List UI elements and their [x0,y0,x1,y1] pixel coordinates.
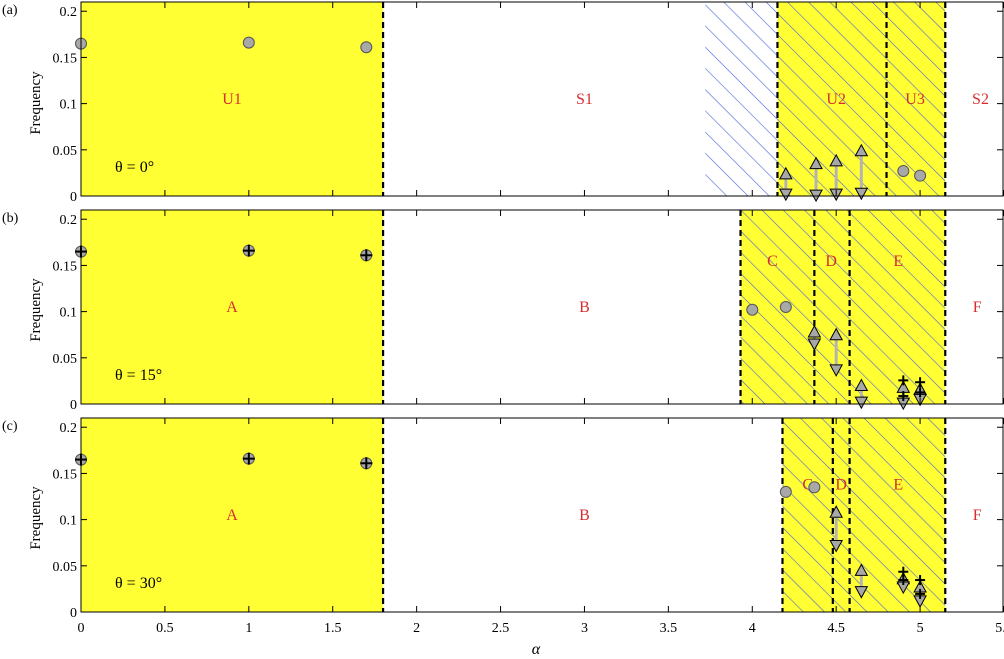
unstable-region [81,418,384,612]
x-tick-label: 2.5 [492,621,510,636]
region-label: U2 [826,91,846,108]
frequency-point [914,169,927,182]
unstable-region [81,2,384,196]
theta-annotation: θ = 30° [115,575,162,592]
hatched-region [814,210,850,404]
upper-frequency-marker [807,324,822,338]
x-tick-label: 5.5 [995,621,1004,636]
x-tick-label: 0 [78,621,85,636]
plot-area [81,210,947,404]
upper-frequency-marker [829,327,844,341]
y-tick-label: 0 [70,398,77,413]
hatched-region [705,2,778,196]
hatched-region [849,210,946,404]
panel-label: (c) [2,419,18,434]
x-tick-label: 0.5 [156,621,174,636]
frequency-point [897,165,910,178]
y-tick-label: 0 [70,190,77,205]
region-label: B [579,507,590,524]
chart-panel-b: A B C D E F 0 0.05 0.1 0.15 0.2 (b) θ = 15° [2,209,1004,413]
x-tick-label: 3.5 [660,621,678,636]
y-tick-label: 0.05 [53,352,78,367]
unstable-region [81,210,384,404]
y-axis-label: Frequency [28,71,44,135]
lower-frequency-marker [854,586,869,599]
lower-frequency-marker [829,539,844,553]
region-label: S1 [576,91,593,108]
region-label: U1 [222,91,242,108]
region-label: C [802,477,813,494]
y-axis-label: Frequency [28,486,44,550]
region-label: S2 [972,91,989,108]
upper-frequency-marker [809,156,823,170]
y-tick-label: 0.15 [53,51,78,66]
lower-frequency-marker [854,187,869,201]
x-tick-label: 2 [413,621,420,636]
frequency-point [746,303,759,316]
region-label: F [973,299,982,316]
y-tick-label: 0 [70,606,77,621]
frequency-point [808,481,821,494]
panel-label: (b) [2,211,19,226]
y-tick-label: 0.2 [60,421,78,436]
x-tick-label: 1 [245,621,252,636]
region-label: C [767,253,778,270]
chart-panel-c: A B C D E F 0 0.05 0.1 0.15 0.2 0 0.5 1 1.5 2 2.5 3 3.5 4 4.… [2,417,1004,636]
y-tick-label: 0.05 [53,560,78,575]
y-tick-label: 0.1 [60,98,78,113]
theta-annotation: θ = 0° [115,159,154,176]
x-tick-label: 5 [917,621,924,636]
region-label: E [893,477,903,494]
region-label: U3 [905,91,925,108]
upper-frequency-marker [854,143,869,157]
x-axis-label: α [532,641,541,658]
plot-area [81,418,947,612]
upper-frequency-marker [854,563,869,576]
region-label: F [973,507,982,524]
y-tick-label: 0.2 [60,5,78,20]
upper-frequency-marker [829,153,844,167]
lower-frequency-marker [829,364,844,377]
panel-label: (a) [2,3,18,18]
x-tick-label: 4 [749,621,756,636]
y-axis-label: Frequency [28,278,44,342]
y-tick-label: 0.1 [60,514,78,529]
y-tick-label: 0.15 [53,259,78,274]
chart-panel-a: U1 S1 U2 U3 S2 0 0.05 0.1 0.15 0.2 (a) θ = 0° [2,1,1004,205]
frequency-point [779,301,792,313]
x-tick-label: 3 [581,621,588,636]
y-tick-label: 0.15 [53,467,78,482]
x-tick-label: 4.5 [827,621,845,636]
region-label: A [226,507,238,524]
x-tick-label: 1.5 [324,621,342,636]
y-tick-label: 0.1 [60,306,78,321]
region-label: E [893,253,903,270]
hatched-region [782,418,833,612]
lower-frequency-marker [807,338,822,351]
region-label: D [835,477,847,494]
upper-frequency-marker [829,505,844,518]
frequency-point [779,485,792,498]
lower-frequency-marker [854,396,869,410]
region-label: D [825,253,837,270]
theta-annotation: θ = 15° [115,367,162,384]
upper-frequency-marker [854,378,869,392]
panel-frame [80,209,1004,405]
frequency-point [242,36,255,49]
y-tick-label: 0.2 [60,213,78,228]
lower-frequency-marker [778,188,793,202]
hatched-region [886,2,946,196]
region-label: A [226,299,238,316]
y-tick-label: 0.05 [53,144,78,159]
upper-frequency-marker [778,166,793,180]
panel-frame [80,1,1004,197]
panel-frame [80,417,1004,613]
hatched-region [849,418,946,612]
frequency-point [360,41,373,54]
region-label: B [579,299,590,316]
